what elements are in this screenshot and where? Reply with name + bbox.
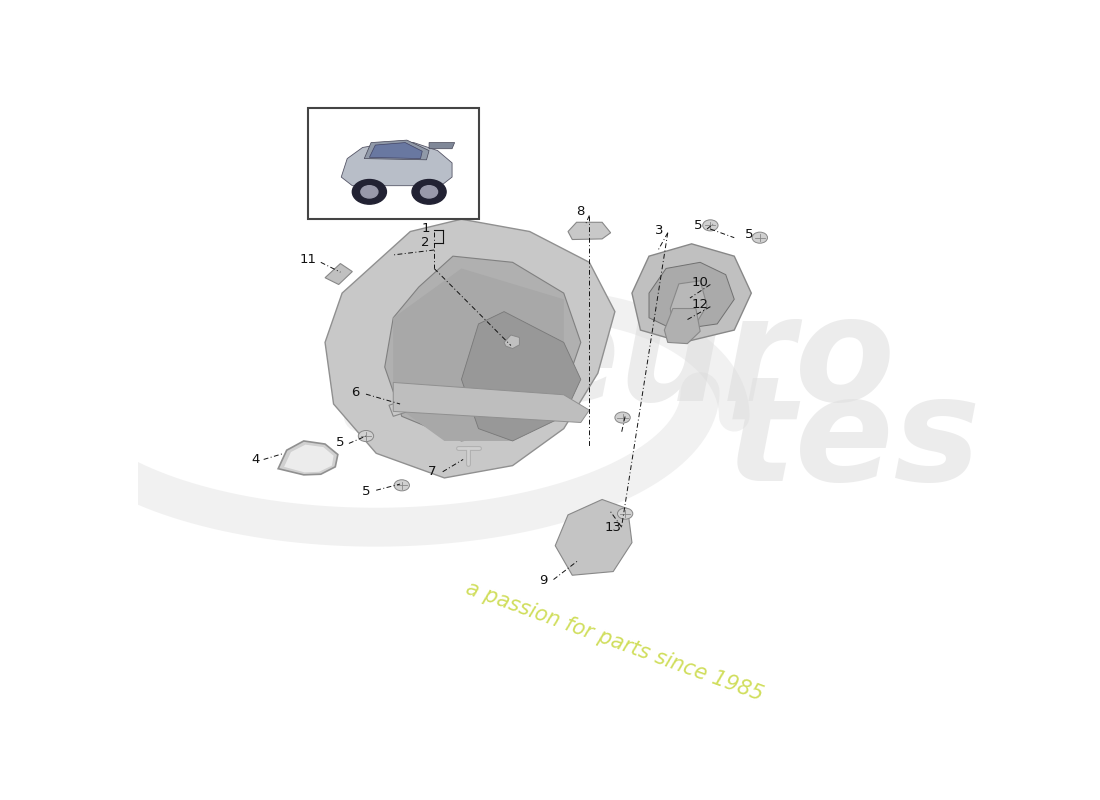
Circle shape <box>359 430 374 442</box>
Circle shape <box>617 508 632 519</box>
Text: 11: 11 <box>299 253 317 266</box>
Text: euro: euro <box>521 290 896 431</box>
Polygon shape <box>429 142 454 149</box>
Polygon shape <box>504 335 519 349</box>
Text: 13: 13 <box>605 521 621 534</box>
Text: tes: tes <box>726 370 981 511</box>
Text: 12: 12 <box>692 298 708 310</box>
Text: 9: 9 <box>539 574 548 586</box>
Polygon shape <box>649 262 735 330</box>
Polygon shape <box>385 256 581 441</box>
Text: 5: 5 <box>746 228 754 241</box>
Polygon shape <box>394 382 590 422</box>
Polygon shape <box>278 441 338 475</box>
Polygon shape <box>462 311 581 441</box>
Text: 2: 2 <box>421 236 430 249</box>
Polygon shape <box>326 219 615 478</box>
Text: 5: 5 <box>337 436 344 449</box>
Circle shape <box>394 480 409 491</box>
Circle shape <box>420 186 438 198</box>
Circle shape <box>615 412 630 423</box>
Circle shape <box>703 220 718 231</box>
Polygon shape <box>568 222 611 239</box>
Circle shape <box>352 179 386 204</box>
Text: 6: 6 <box>352 386 360 399</box>
Text: 7: 7 <box>428 466 437 478</box>
Text: a passion for parts since 1985: a passion for parts since 1985 <box>463 578 767 705</box>
Polygon shape <box>370 142 422 158</box>
Text: 5: 5 <box>694 219 703 232</box>
Polygon shape <box>394 269 563 441</box>
Circle shape <box>412 179 447 204</box>
Circle shape <box>361 186 378 198</box>
Polygon shape <box>631 244 751 342</box>
Circle shape <box>752 232 768 243</box>
Polygon shape <box>389 399 412 416</box>
Polygon shape <box>326 263 352 285</box>
Text: 10: 10 <box>692 275 708 289</box>
Polygon shape <box>670 281 707 325</box>
Polygon shape <box>556 499 631 575</box>
Polygon shape <box>664 309 700 344</box>
Text: 3: 3 <box>654 224 663 237</box>
Bar <box>308 108 478 219</box>
Text: 1: 1 <box>421 222 430 235</box>
Polygon shape <box>364 140 429 160</box>
Text: 4: 4 <box>251 453 260 466</box>
Text: 8: 8 <box>576 206 585 218</box>
Polygon shape <box>341 142 452 186</box>
Text: 5: 5 <box>362 485 371 498</box>
Polygon shape <box>284 445 333 472</box>
